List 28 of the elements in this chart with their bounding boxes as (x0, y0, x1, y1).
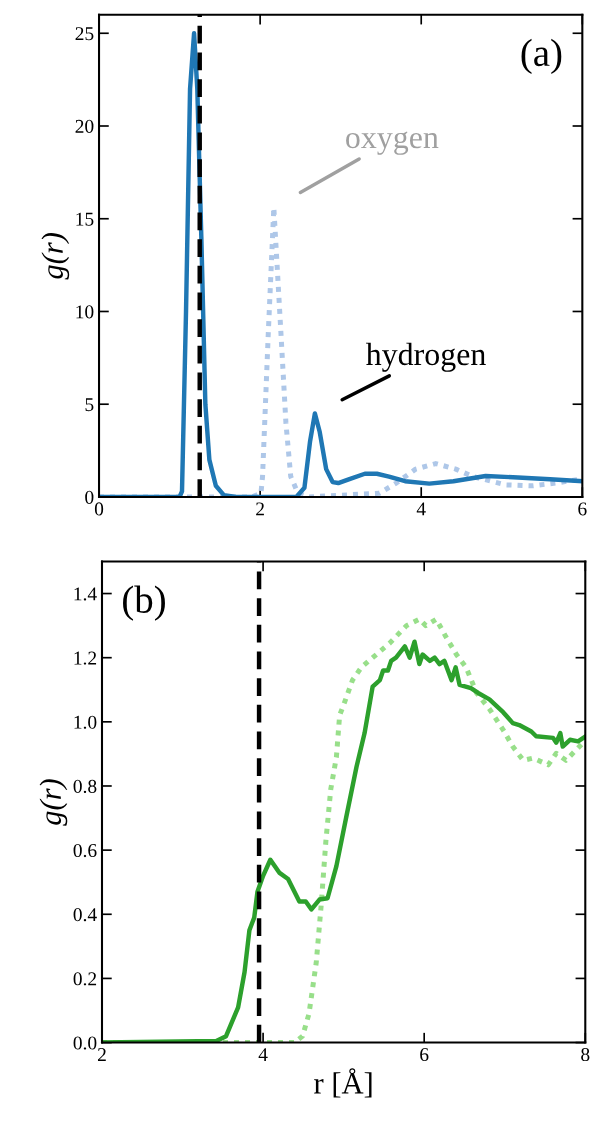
y-tick-label: 0.6 (73, 843, 97, 858)
x-tick-label: 4 (416, 502, 426, 516)
annotation: oxygen (346, 131, 439, 155)
x-tick-label: 6 (578, 502, 587, 516)
x-tick-label: 4 (258, 1048, 268, 1061)
y-axis-title: g(r) (39, 779, 68, 826)
y-tick-label: 10 (76, 305, 94, 319)
x-tick-label: 8 (581, 1048, 590, 1062)
x-tick-label: 6 (420, 1048, 429, 1062)
annotation: hydrogen (366, 342, 486, 372)
y-tick-label: 0.8 (73, 779, 97, 794)
y-tick-label: 1.0 (74, 715, 97, 729)
y-tick-label: 15 (76, 212, 94, 226)
y-tick-label: 1.4 (74, 587, 97, 601)
y-tick-label: 25 (75, 27, 94, 41)
y-tick-label: 20 (75, 119, 94, 133)
x-axis-title: r [Å] (314, 1068, 372, 1098)
y-tick-label: 1.2 (74, 651, 97, 665)
y-tick-label: 0.4 (73, 908, 97, 922)
y-tick-label: 0.0 (73, 1036, 97, 1050)
annotation: (b) (123, 585, 165, 621)
y-tick-label: 0.2 (73, 972, 97, 986)
y-tick-label: 5 (85, 398, 94, 412)
y-axis-title: g(r) (41, 233, 70, 280)
x-tick-label: 2 (256, 502, 264, 516)
x-tick-label: 2 (97, 1048, 106, 1061)
y-tick-label: 0 (85, 490, 94, 504)
annotation: (a) (521, 38, 562, 75)
